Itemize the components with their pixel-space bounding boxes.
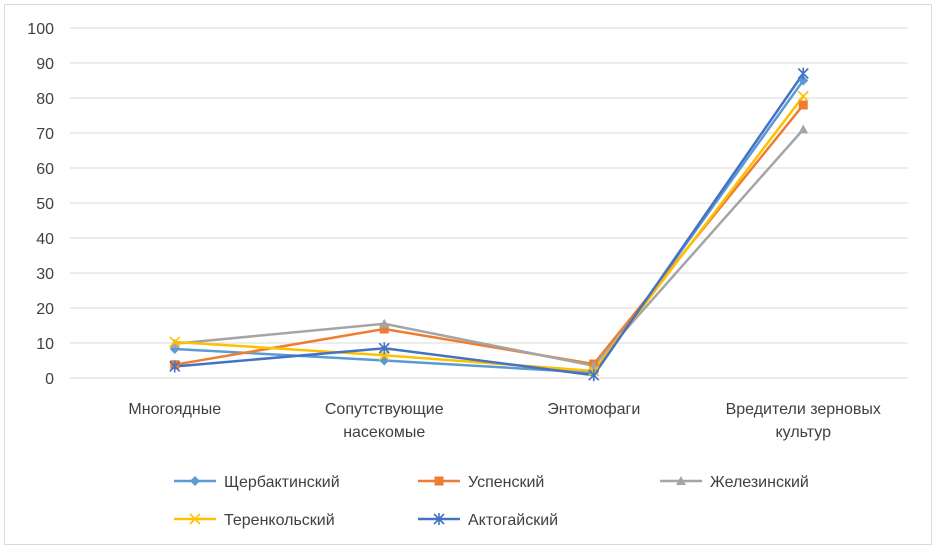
series-line-3 — [174, 128, 805, 367]
x-category-label: Энтомофаги — [547, 401, 640, 418]
series-line-4 — [174, 95, 805, 373]
y-tick-label: 30 — [36, 266, 54, 283]
y-tick-label: 90 — [36, 56, 54, 73]
y-tick-label: 20 — [36, 301, 54, 318]
legend-label: Актогайский — [468, 512, 558, 529]
data-point — [798, 100, 808, 110]
data-point — [798, 124, 809, 134]
y-tick-label: 50 — [36, 196, 54, 213]
y-tick-label: 60 — [36, 161, 54, 178]
legend-marker — [434, 476, 444, 486]
data-point — [379, 355, 390, 366]
y-tick-label: 0 — [45, 371, 54, 388]
legend-marker — [676, 476, 686, 485]
series-line-5 — [174, 72, 805, 377]
y-tick-label: 10 — [36, 336, 54, 353]
legend-label: Успенский — [468, 474, 544, 491]
y-tick-label: 80 — [36, 91, 54, 108]
y-tick-label: 70 — [36, 126, 54, 143]
x-category-label: Вредители зерновых культур — [726, 401, 881, 441]
legend-marker — [433, 513, 445, 525]
x-category-label: Многоядные — [128, 401, 221, 418]
data-point — [797, 67, 809, 80]
data-point — [379, 324, 389, 334]
legend-marker — [189, 513, 201, 525]
data-point — [797, 90, 809, 102]
data-point — [588, 369, 600, 382]
legend-label: Железинский — [710, 474, 809, 491]
y-tick-label: 100 — [27, 21, 54, 38]
data-point — [169, 360, 181, 373]
data-point — [169, 336, 181, 348]
series-line-1 — [174, 79, 805, 374]
legend-label: Теренкольский — [224, 512, 335, 529]
x-category-label: Сопутствующие насекомые — [325, 401, 444, 441]
data-point — [378, 342, 390, 355]
data-point — [798, 75, 809, 86]
data-point — [379, 318, 390, 328]
legend-label: Щербактинский — [224, 474, 340, 491]
legend-marker — [190, 476, 200, 486]
y-tick-label: 40 — [36, 231, 54, 248]
chart-frame — [4, 4, 932, 545]
